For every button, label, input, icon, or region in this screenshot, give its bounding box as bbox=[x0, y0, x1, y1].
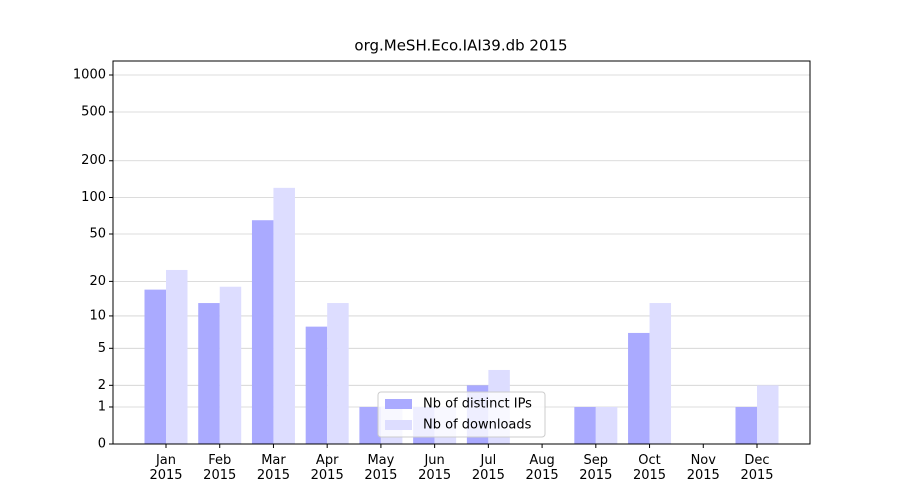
bar bbox=[649, 303, 672, 444]
y-tick-label: 20 bbox=[89, 274, 106, 289]
y-tick-label: 500 bbox=[81, 104, 106, 119]
x-tick-label: Sep 2015 bbox=[579, 453, 613, 483]
x-tick-label: Dec 2015 bbox=[740, 453, 774, 483]
x-tick-label: Oct 2015 bbox=[632, 453, 667, 483]
bar bbox=[735, 406, 757, 444]
x-tick-label: Jun 2015 bbox=[418, 453, 452, 483]
bar bbox=[757, 385, 779, 444]
y-tick-label: 1000 bbox=[73, 68, 106, 83]
bar bbox=[251, 220, 274, 444]
legend-box bbox=[377, 391, 546, 438]
bar bbox=[219, 286, 242, 444]
legend: Nb of distinct IPs Nb of downloads bbox=[377, 391, 546, 438]
bar bbox=[305, 326, 328, 444]
x-tick-label: Jan 2015 bbox=[149, 453, 183, 483]
bar bbox=[595, 406, 618, 444]
x-tick-label: Apr 2015 bbox=[310, 453, 344, 483]
legend-swatch bbox=[385, 399, 412, 409]
bar bbox=[273, 187, 295, 444]
bar bbox=[198, 303, 220, 444]
y-tick-label: 100 bbox=[81, 190, 106, 205]
x-tick-label: Mar 2015 bbox=[256, 453, 290, 483]
bar bbox=[628, 332, 650, 444]
legend-swatch bbox=[385, 420, 412, 430]
y-tick-label: 2 bbox=[98, 378, 106, 393]
y-tick-label: 200 bbox=[81, 153, 106, 168]
bar bbox=[144, 289, 166, 444]
bar bbox=[574, 406, 596, 444]
x-tick-label: May 2015 bbox=[364, 453, 398, 483]
y-tick-label: 5 bbox=[98, 341, 106, 356]
bar bbox=[166, 269, 188, 444]
y-tick-label: 1 bbox=[98, 399, 106, 414]
x-tick-label: Feb 2015 bbox=[203, 453, 237, 483]
legend-label: Nb of downloads bbox=[423, 418, 532, 433]
legend-label: Nb of distinct IPs bbox=[423, 397, 532, 412]
bar bbox=[327, 303, 349, 444]
y-tick-label: 50 bbox=[89, 226, 106, 241]
y-tick-label: 10 bbox=[89, 308, 106, 323]
plot-frame bbox=[112, 60, 811, 445]
x-tick-label: Jul 2015 bbox=[471, 453, 505, 483]
x-tick-label: Nov 2015 bbox=[686, 453, 720, 483]
y-tick-label: 0 bbox=[98, 437, 106, 452]
x-tick-label: Aug 2015 bbox=[525, 453, 559, 483]
chart-title: org.MeSH.Eco.IAI39.db 2015 bbox=[354, 37, 567, 55]
bar bbox=[359, 406, 381, 444]
